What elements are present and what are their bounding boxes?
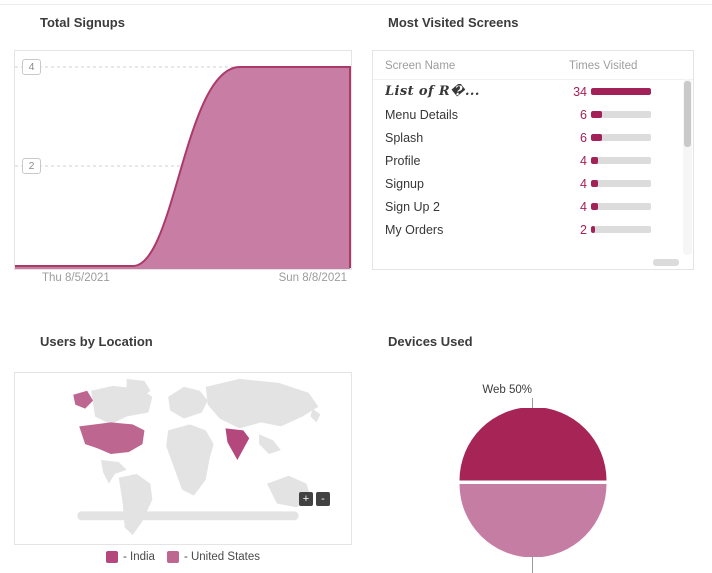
- y-axis-tick-2: 2: [22, 158, 41, 174]
- table-row: Sign Up 2 4: [373, 195, 693, 218]
- map-region-alaska: [73, 390, 94, 409]
- screens-title: Most Visited Screens: [388, 15, 519, 30]
- total-signups-panel: 4 2: [14, 50, 352, 270]
- screen-name: My Orders: [385, 222, 444, 237]
- times-visited-bar: [591, 157, 651, 164]
- times-visited-bar: [591, 134, 651, 141]
- area-series-fill: [15, 67, 350, 269]
- screen-name: Profile: [385, 153, 421, 168]
- horizontal-scrollbar-thumb[interactable]: [653, 259, 679, 266]
- map-zoom-in-button[interactable]: +: [299, 492, 313, 506]
- map-region-india: [225, 428, 250, 460]
- times-visited-bar-fill: [591, 157, 598, 164]
- times-visited-value: 6: [580, 107, 587, 122]
- users-by-location-panel: + -: [14, 372, 352, 545]
- times-visited-bar-fill: [591, 88, 651, 95]
- legend-swatch: [105, 551, 118, 563]
- most-visited-screens-panel: Screen Name Times Visited List of R�... 3…: [372, 50, 694, 270]
- screen-name: Menu Details: [385, 107, 458, 122]
- times-visited-bar: [591, 180, 651, 187]
- times-visited-bar-fill: [591, 226, 595, 233]
- devices-title: Devices Used: [388, 334, 473, 349]
- world-map: [73, 378, 321, 536]
- times-visited-bar: [591, 88, 651, 95]
- table-row: Menu Details 6: [373, 103, 693, 126]
- legend-swatch: [166, 551, 179, 563]
- page-top-divider: [0, 4, 712, 5]
- signups-x-axis: Thu 8/5/2021 Sun 8/8/2021: [14, 272, 352, 284]
- location-title: Users by Location: [40, 334, 153, 349]
- times-visited-bar-fill: [591, 134, 602, 141]
- pie-slice-label-web: Web 50%: [482, 384, 532, 396]
- screen-name: Sign Up 2: [385, 199, 440, 214]
- times-visited-bar-fill: [591, 111, 602, 118]
- times-visited-value: 34: [573, 84, 587, 99]
- signups-title: Total Signups: [40, 15, 125, 30]
- pie-leader-line-top: [532, 398, 533, 408]
- vertical-scrollbar-track[interactable]: [683, 79, 692, 255]
- legend-label: - India: [122, 551, 155, 563]
- table-row: My Orders 2: [373, 218, 693, 241]
- y-axis-tick-4: 4: [22, 59, 41, 75]
- signups-area-chart: [15, 66, 351, 269]
- x-axis-label-start: Thu 8/5/2021: [42, 272, 110, 284]
- table-row: List of R�... 34: [373, 80, 693, 103]
- legend-item: - United States: [166, 551, 261, 563]
- screen-name: List of R�...: [385, 84, 480, 99]
- times-visited-bar: [591, 111, 651, 118]
- map-legend: - India - United States: [14, 551, 352, 563]
- vertical-scrollbar-thumb[interactable]: [684, 81, 691, 147]
- screens-table-rows: List of R�... 34 Menu Details 6 Splash 6 Profi…: [373, 80, 693, 241]
- pie-slice-web: [459, 408, 607, 481]
- pie-slice-other: [459, 484, 607, 557]
- column-header-times-visited: Times Visited: [569, 60, 638, 72]
- table-row: Signup 4: [373, 172, 693, 195]
- times-visited-bar: [591, 226, 651, 233]
- times-visited-bar-fill: [591, 180, 598, 187]
- times-visited-value: 4: [580, 176, 587, 191]
- screen-name: Signup: [385, 176, 424, 191]
- times-visited-bar: [591, 203, 651, 210]
- table-row: Profile 4: [373, 149, 693, 172]
- table-header: Screen Name Times Visited: [373, 51, 693, 80]
- map-land: [77, 378, 321, 536]
- times-visited-value: 2: [580, 222, 587, 237]
- times-visited-value: 4: [580, 199, 587, 214]
- times-visited-bar-fill: [591, 203, 598, 210]
- x-axis-label-end: Sun 8/8/2021: [278, 272, 347, 284]
- area-series-line: [15, 66, 351, 268]
- times-visited-value: 4: [580, 153, 587, 168]
- legend-label: - United States: [183, 551, 261, 563]
- table-row: Splash 6: [373, 126, 693, 149]
- map-zoom-out-button[interactable]: -: [316, 492, 330, 506]
- legend-item: - India: [105, 551, 155, 563]
- screen-name: Splash: [385, 130, 424, 145]
- times-visited-value: 6: [580, 130, 587, 145]
- map-region-united-states: [79, 422, 145, 455]
- column-header-screen-name: Screen Name: [385, 60, 456, 72]
- pie-leader-line-bottom: [532, 556, 533, 573]
- devices-pie-chart: [459, 408, 607, 557]
